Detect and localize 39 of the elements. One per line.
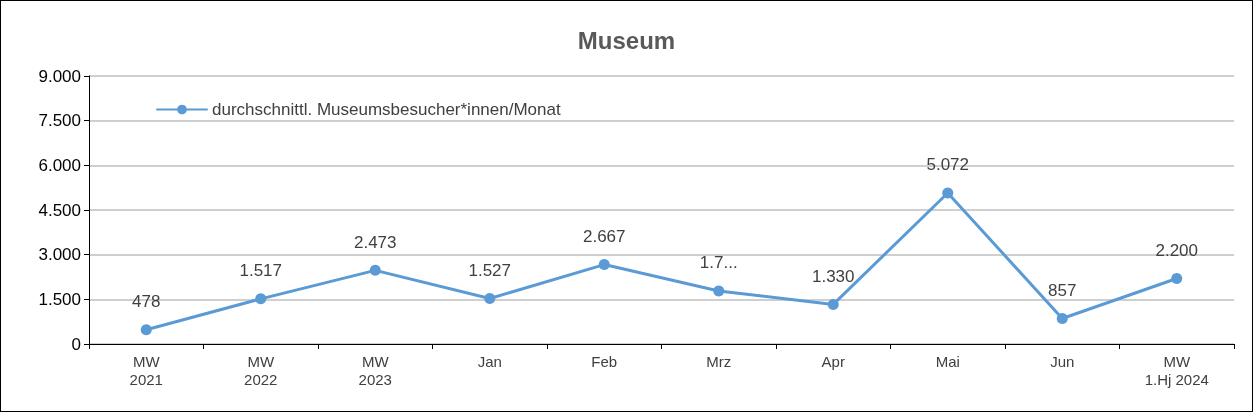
point — [369, 264, 381, 276]
point — [1171, 272, 1183, 284]
x-tick-label: MW 2023 — [358, 352, 392, 388]
data-label: 1.527 — [468, 261, 512, 281]
y-tick-label: 6.000 — [38, 155, 81, 175]
data-label: 5.072 — [926, 155, 970, 175]
x-tick-label: Jan — [477, 352, 502, 370]
chart-title: Museum — [577, 26, 676, 54]
point — [827, 298, 839, 310]
data-label: 1.7... — [699, 253, 738, 273]
data-label: 478 — [132, 292, 161, 312]
data-label: 2.667 — [582, 227, 626, 247]
y-tick-label: 4.500 — [38, 200, 81, 220]
point — [255, 293, 267, 305]
point — [598, 259, 610, 271]
y-tick-label: 1.500 — [38, 289, 81, 309]
y-tick-label: 0 — [71, 334, 81, 354]
x-tick-label: Feb — [591, 352, 618, 370]
point — [1056, 312, 1068, 324]
x-tick-label: MW 2022 — [244, 352, 278, 388]
data-label: 2.200 — [1155, 240, 1199, 260]
legend-label: durchschnittl. Museumsbesucher*innen/Monat — [212, 100, 561, 119]
x-tick-label: Mai — [935, 352, 960, 370]
point — [484, 293, 496, 305]
point — [713, 285, 725, 297]
x-tick-label: Jun — [1050, 352, 1075, 370]
x-tick-label: Mrz — [706, 352, 732, 370]
y-tick-label: 9.000 — [38, 66, 81, 86]
data-label: 1.330 — [811, 266, 855, 286]
y-tick-label: 7.500 — [38, 111, 81, 131]
data-label: 2.473 — [353, 232, 397, 252]
x-tick-label: MW 2021 — [129, 352, 163, 388]
data-label: 1.517 — [239, 261, 283, 281]
point — [942, 187, 954, 199]
point — [140, 324, 152, 336]
x-tick-label: MW 1.Hj 2024 — [1144, 352, 1209, 388]
y-tick-label: 3.000 — [38, 245, 81, 265]
data-label: 857 — [1048, 280, 1077, 300]
x-tick-label: Apr — [821, 352, 845, 370]
